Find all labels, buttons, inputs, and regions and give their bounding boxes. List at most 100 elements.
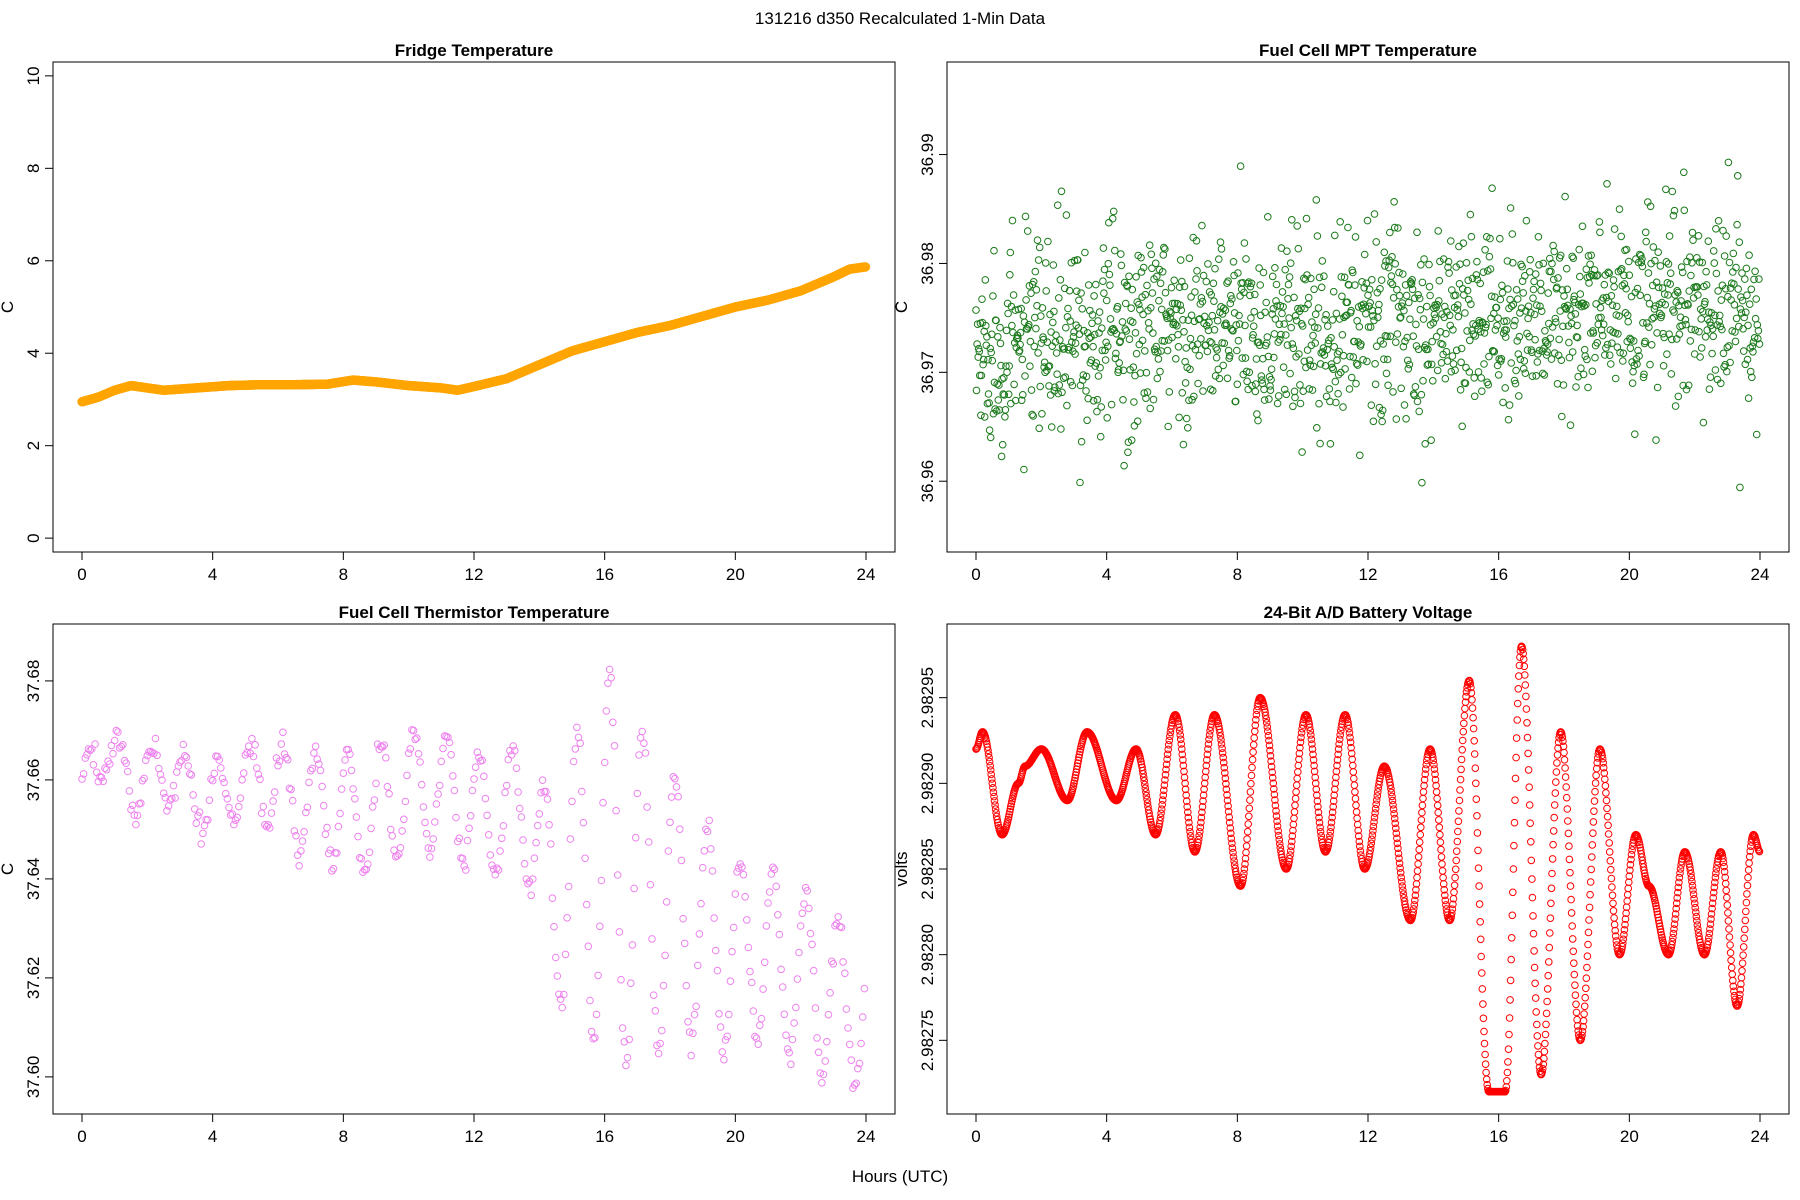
data-point <box>1604 830 1613 838</box>
data-point <box>277 740 286 748</box>
data-point <box>1296 399 1305 408</box>
data-point <box>1534 1042 1542 1050</box>
data-point <box>310 749 318 757</box>
x-tick-label: 0 <box>971 1127 980 1146</box>
data-point <box>1285 314 1293 322</box>
data-point <box>1725 258 1734 267</box>
data-point <box>1433 794 1441 803</box>
data-point <box>1710 259 1719 267</box>
data-point <box>1582 974 1591 983</box>
data-point <box>1359 356 1367 364</box>
data-point <box>1246 788 1255 796</box>
data-point <box>329 864 338 873</box>
data-point <box>1180 328 1188 336</box>
data-point <box>1389 388 1397 396</box>
data-point <box>328 867 336 875</box>
data-point <box>1590 797 1599 805</box>
data-point <box>618 1024 627 1032</box>
data-point <box>1048 342 1056 351</box>
data-point <box>1596 228 1604 237</box>
data-point <box>997 452 1006 461</box>
data-point <box>1133 417 1142 426</box>
data-point <box>1057 187 1066 196</box>
data-point <box>1472 795 1481 804</box>
data-point <box>367 824 375 833</box>
data-point <box>1447 367 1456 376</box>
data-point <box>1215 255 1223 264</box>
data-point <box>1752 295 1760 303</box>
data-point <box>1233 346 1241 355</box>
data-point <box>793 975 802 983</box>
data-point <box>1384 263 1393 272</box>
data-point <box>1466 210 1475 219</box>
data-point <box>1331 377 1340 386</box>
data-point <box>1047 423 1056 431</box>
x-tick-label: 0 <box>77 565 86 584</box>
data-point <box>269 797 277 805</box>
data-point <box>1572 1000 1580 1009</box>
data-point <box>553 972 562 980</box>
data-point <box>1527 856 1536 865</box>
data-point <box>1242 842 1251 850</box>
data-point <box>1605 351 1614 360</box>
data-point <box>1399 270 1407 278</box>
data-point <box>1310 285 1318 294</box>
data-point <box>1037 312 1045 320</box>
data-point <box>1156 367 1164 376</box>
data-point <box>199 829 207 838</box>
data-point <box>349 785 357 793</box>
data-point <box>1586 878 1595 886</box>
data-point <box>1377 276 1386 284</box>
data-point <box>319 801 328 810</box>
data-point <box>1294 768 1302 776</box>
data-point <box>1481 246 1489 254</box>
fuel-cell-thermistor-temperature-chart: Fuel Cell Thermistor TemperatureC0481216… <box>0 603 896 1146</box>
data-point <box>1455 796 1464 805</box>
data-point <box>251 741 259 749</box>
data-point <box>1578 222 1587 231</box>
data-point <box>994 396 1003 404</box>
data-point <box>1636 291 1644 300</box>
data-point <box>1725 933 1734 941</box>
data-point <box>1006 248 1015 257</box>
data-point <box>527 891 536 900</box>
data-point <box>437 757 446 766</box>
data-point <box>780 1010 789 1019</box>
data-point <box>1244 385 1252 394</box>
data-point <box>1429 377 1437 385</box>
data-point <box>1515 672 1523 680</box>
data-point <box>1727 956 1735 965</box>
data-point <box>172 768 181 776</box>
data-point <box>1513 295 1522 303</box>
data-point <box>1482 1068 1490 1077</box>
data-point <box>1259 268 1268 277</box>
data-point <box>1262 298 1270 307</box>
data-point <box>1455 242 1463 251</box>
data-point <box>1506 976 1515 985</box>
data-point <box>996 323 1004 332</box>
data-point <box>1425 282 1434 291</box>
data-point <box>1296 381 1304 389</box>
data-point <box>1714 287 1722 295</box>
data-point <box>1738 959 1747 968</box>
data-point <box>1008 216 1017 225</box>
data-point <box>1077 437 1086 446</box>
data-point <box>989 292 997 300</box>
data-point <box>1570 959 1578 968</box>
data-point <box>1022 296 1030 304</box>
data-point <box>1473 829 1482 837</box>
data-point <box>1739 951 1747 960</box>
data-point <box>1461 309 1469 317</box>
data-point <box>798 909 807 918</box>
data-point <box>1541 1030 1550 1039</box>
data-point <box>746 967 754 976</box>
data-point <box>1473 812 1481 820</box>
data-point <box>238 776 246 784</box>
data-point <box>1252 380 1260 388</box>
data-point <box>1118 318 1127 326</box>
data-point <box>1393 330 1402 338</box>
data-point <box>1392 415 1401 423</box>
data-point <box>1103 414 1111 422</box>
data-point <box>1375 300 1383 309</box>
